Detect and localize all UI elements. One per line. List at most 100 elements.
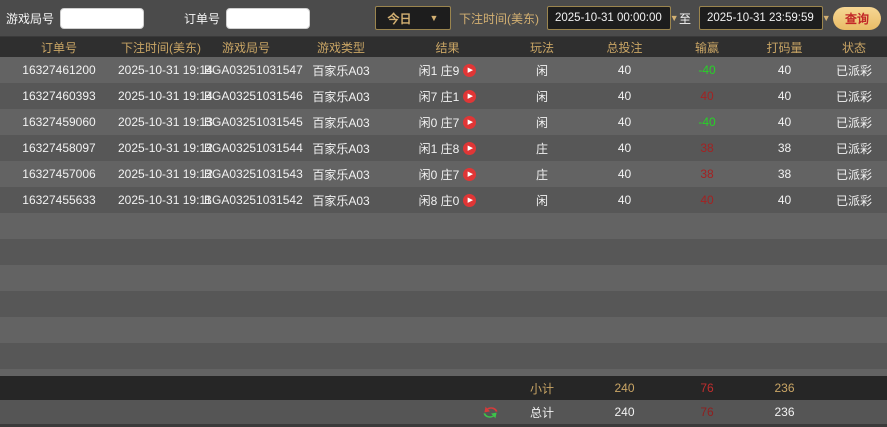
cell-result: 闲8 庄0 ▶ [394, 192, 501, 209]
chevron-down-icon: ▼ [669, 13, 679, 23]
column-header: 状态 [841, 40, 866, 55]
subtotal-label: 小计 [529, 381, 554, 396]
swap-arrows-icon [483, 406, 498, 418]
cell-total-bet: 40 [617, 193, 632, 207]
cell-turnover: 40 [777, 115, 792, 129]
table-body: 16327461200 2025-10-31 19:14 BGA0325103154… [0, 57, 887, 395]
cell-game-type: 百家乐A03 [312, 193, 370, 208]
cell-order-no: 16327460393 [22, 89, 96, 103]
totals-footer: 小计 240 76 236 总计 240 76 236 [0, 376, 887, 427]
order-no-input[interactable] [226, 7, 311, 29]
cell-order-no: 16327461200 [22, 63, 96, 77]
cell-play: 闲 [535, 115, 548, 130]
game-round-input[interactable] [60, 7, 145, 29]
cell-result: 闲1 庄8 ▶ [394, 140, 501, 157]
bet-time-label: 下注时间(美东) [458, 11, 539, 26]
chevron-down-icon: ▼ [429, 13, 439, 23]
cell-total-bet: 40 [617, 115, 632, 129]
cell-total-bet: 40 [617, 89, 632, 103]
table-row: 16327457006 2025-10-31 19:12 BGA0325103154… [0, 161, 887, 187]
grand-total-turnover: 236 [774, 405, 795, 419]
cell-play: 庄 [535, 167, 548, 182]
cell-order-no: 16327455633 [22, 193, 96, 207]
grand-total-total-bet: 240 [614, 405, 635, 419]
cell-game-type: 百家乐A03 [312, 167, 370, 182]
cell-round-no: BGA03251031547 [204, 63, 303, 77]
grand-total-row: 总计 240 76 236 [0, 400, 887, 424]
cell-play: 闲 [535, 89, 548, 104]
subtotal-turnover: 236 [774, 381, 795, 395]
order-no-label: 订单号 [184, 11, 221, 26]
result-text: 闲0 庄7 [418, 115, 460, 130]
cell-status: 已派彩 [835, 89, 872, 104]
filter-toolbar: 游戏局号 订单号 今日 ▼ 下注时间(美东) 2025-10-31 00:00:… [0, 0, 887, 36]
query-button[interactable]: 查询 [833, 6, 881, 30]
cell-status: 已派彩 [835, 167, 872, 182]
play-icon[interactable]: ▶ [463, 63, 477, 77]
cell-total-bet: 40 [617, 141, 632, 155]
subtotal-win-lose: 76 [700, 381, 714, 395]
result-text: 闲7 庄1 [418, 89, 460, 104]
cell-bet-time: 2025-10-31 19:12 [118, 141, 213, 155]
cell-turnover: 40 [777, 89, 792, 103]
play-icon[interactable]: ▶ [463, 167, 477, 181]
result-text: 闲1 庄9 [418, 63, 460, 78]
column-header: 总投注 [606, 40, 643, 55]
cell-turnover: 40 [777, 193, 792, 207]
cell-win-lose: 40 [700, 89, 714, 103]
cell-status: 已派彩 [835, 115, 872, 130]
result-text: 闲8 庄0 [418, 193, 460, 208]
cell-result: 闲7 庄1 ▶ [394, 88, 501, 105]
cell-win-lose: 38 [700, 167, 714, 181]
column-header: 订单号 [40, 40, 77, 55]
empty-row [0, 239, 887, 265]
column-header: 下注时间(美东) [121, 40, 201, 55]
cell-game-type: 百家乐A03 [312, 89, 370, 104]
cell-win-lose: -40 [698, 63, 716, 77]
table-row: 16327461200 2025-10-31 19:14 BGA0325103154… [0, 57, 887, 83]
cell-round-no: BGA03251031542 [204, 193, 303, 207]
cell-game-type: 百家乐A03 [312, 63, 370, 78]
empty-row [0, 213, 887, 239]
play-icon[interactable]: ▶ [463, 141, 477, 155]
cell-result: 闲0 庄7 ▶ [394, 166, 501, 183]
result-group: 闲8 庄0 ▶ [419, 192, 477, 209]
subtotal-row: 小计 240 76 236 [0, 376, 887, 400]
play-icon[interactable]: ▶ [463, 115, 477, 129]
column-header: 游戏局号 [221, 40, 270, 55]
cell-order-no: 16327459060 [22, 115, 96, 129]
column-header: 玩法 [529, 40, 554, 55]
chevron-down-icon: ▼ [821, 13, 831, 23]
bottom-strip [0, 424, 887, 427]
cell-status: 已派彩 [835, 141, 872, 156]
subtotal-total-bet: 240 [614, 381, 635, 395]
date-to-value: 2025-10-31 23:59:59 [707, 12, 814, 24]
column-header: 游戏类型 [316, 40, 365, 55]
period-select[interactable]: 今日 ▼ [374, 6, 451, 30]
cell-bet-time: 2025-10-31 19:14 [118, 89, 213, 103]
result-text: 闲1 庄8 [418, 141, 460, 156]
grand-total-win-lose: 76 [700, 405, 714, 419]
play-icon[interactable]: ▶ [463, 89, 477, 103]
date-to-select[interactable]: 2025-10-31 23:59:59 ▼ [699, 6, 831, 30]
date-from-select[interactable]: 2025-10-31 00:00:00 ▼ [546, 6, 679, 30]
cell-total-bet: 40 [617, 63, 632, 77]
cell-bet-time: 2025-10-31 19:12 [118, 167, 213, 181]
cell-play: 闲 [535, 63, 548, 78]
table-row: 16327459060 2025-10-31 19:13 BGA0325103154… [0, 109, 887, 135]
play-icon[interactable]: ▶ [463, 193, 477, 207]
table-row: 16327460393 2025-10-31 19:14 BGA0325103154… [0, 83, 887, 109]
table-header-row: 订单号 下注时间(美东) 游戏局号 游戏类型 结果 玩法 总投注 输赢 打码量 状态 [0, 36, 887, 57]
cell-round-no: BGA03251031546 [204, 89, 303, 103]
empty-row [0, 317, 887, 343]
cell-turnover: 38 [777, 141, 792, 155]
date-from-value: 2025-10-31 00:00:00 [554, 12, 662, 24]
date-filter-group: 今日 ▼ 下注时间(美东) 2025-10-31 00:00:00 ▼ 至 20… [374, 6, 881, 30]
cell-game-type: 百家乐A03 [312, 115, 370, 130]
column-header: 打码量 [766, 40, 803, 55]
cell-total-bet: 40 [617, 167, 632, 181]
cell-turnover: 38 [777, 167, 792, 181]
result-group: 闲0 庄7 ▶ [419, 114, 477, 131]
empty-row [0, 265, 887, 291]
